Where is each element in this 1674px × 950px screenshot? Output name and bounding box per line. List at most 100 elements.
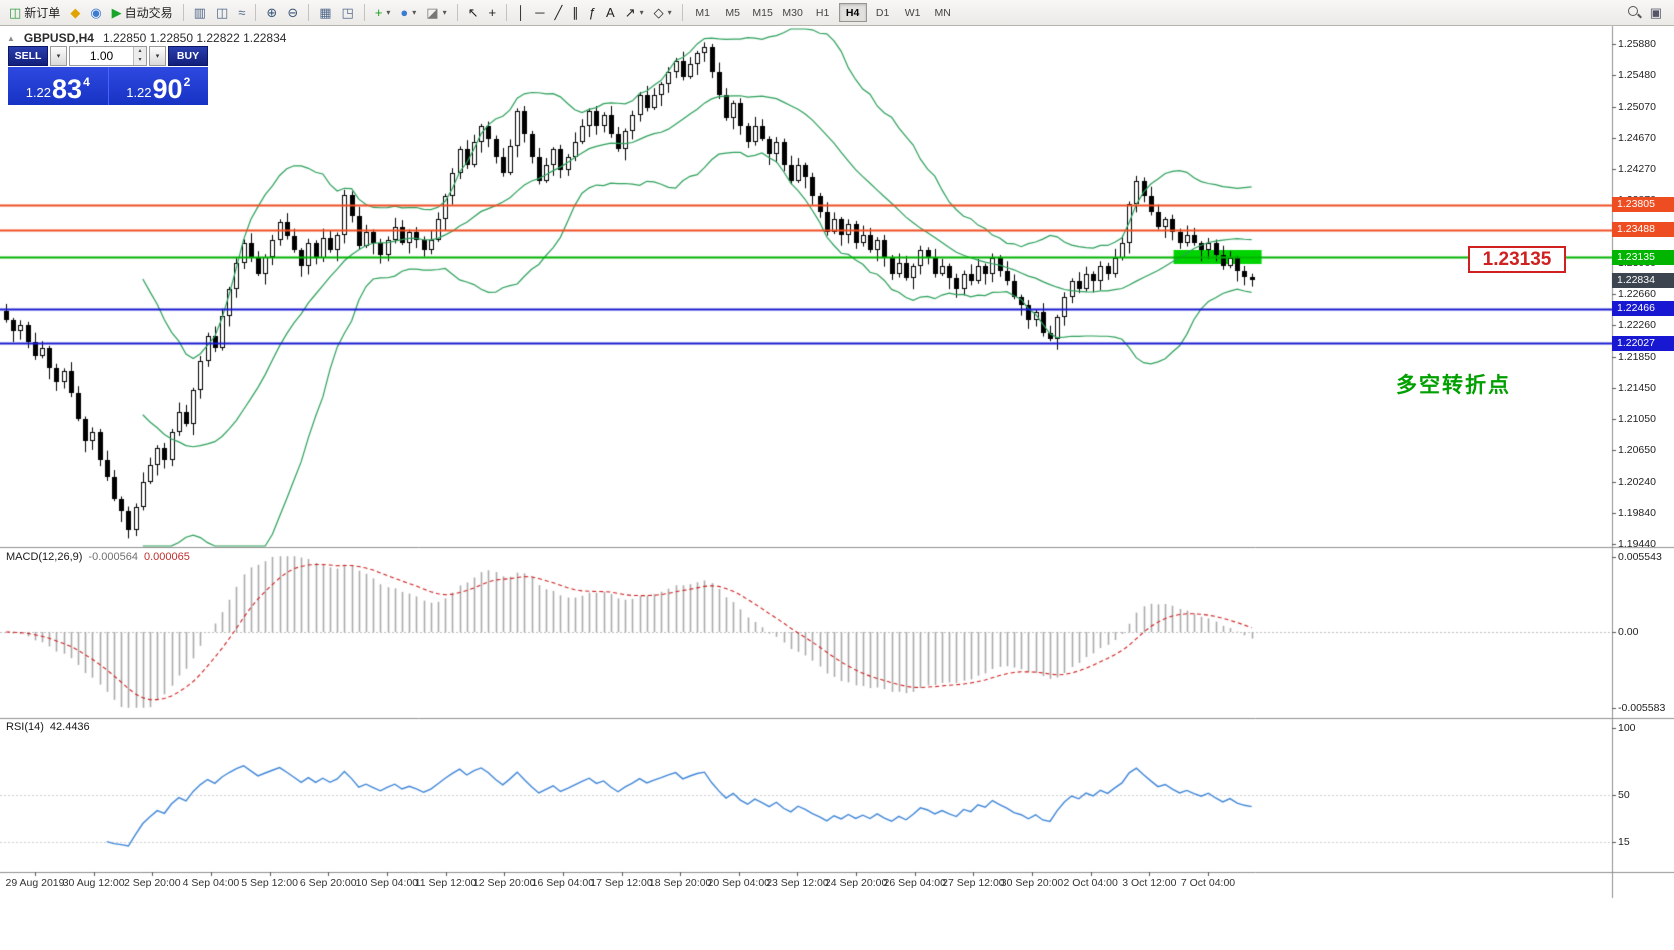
- timeframe-m30-button[interactable]: M30: [779, 3, 807, 22]
- fibonacci-button[interactable]: ƒ: [584, 2, 601, 24]
- toolbar-button-group: ◫ 新订单 ◆ ◉ ▶ 自动交易 ▥ ◫ ≈ ⊕ ⊖ ▦ ◳ + ▾ ● ▾ ◪ ▾ ↖ + │ ─ ╱ ∥ ƒ A ↗ ▾ ◇ ▾: [4, 2, 688, 24]
- candle-chart-button[interactable]: ◫: [211, 2, 233, 24]
- one-click-trading-panel: SELL ▾ 1.00 ▴ ▾ ▾ BUY 1.22 83 4 1.22 90 …: [8, 46, 208, 105]
- header-arrow-icon: ▲: [7, 33, 15, 43]
- dropdown-caret-icon: ▾: [412, 8, 417, 17]
- volume-up-icon[interactable]: ▴: [134, 47, 146, 56]
- shapes-button[interactable]: ◇ ▾: [649, 2, 677, 24]
- line-chart-icon: ≈: [238, 5, 246, 20]
- line-chart-button[interactable]: ≈: [233, 2, 250, 24]
- volume-value[interactable]: 1.00: [89, 49, 114, 63]
- add-indicator-button[interactable]: + ▾: [370, 2, 396, 24]
- toolbar-separator: [308, 4, 310, 21]
- buy-price[interactable]: 1.22 90 2: [108, 67, 208, 105]
- timeframe-h1-button[interactable]: H1: [809, 3, 837, 22]
- sell-price-sup: 4: [83, 75, 90, 89]
- turning-point-note[interactable]: 多空转折点: [1396, 374, 1511, 397]
- macd-indicator-label: MACD(12,26,9) -0.000564 0.000065: [6, 551, 190, 563]
- arrows-icon: ↗: [624, 5, 636, 20]
- volume-stepper[interactable]: ▴ ▾: [133, 47, 146, 65]
- search-button[interactable]: [1627, 5, 1642, 20]
- buy-options-dropdown[interactable]: ▾: [149, 46, 166, 66]
- bar-chart-button[interactable]: ▥: [189, 2, 211, 24]
- horizontal-line-button[interactable]: ─: [530, 2, 549, 24]
- toolbar-separator: [363, 4, 365, 21]
- chart-header: ▲ GBPUSD,H4 1.22850 1.22850 1.22822 1.22…: [7, 31, 286, 45]
- new-order-button[interactable]: ◫ 新订单: [4, 2, 65, 24]
- horizontal-line-icon: ─: [535, 5, 545, 20]
- sell-button[interactable]: SELL: [8, 46, 48, 66]
- dropdown-caret-icon: ▾: [639, 8, 644, 17]
- equidistant-channel-button[interactable]: ∥: [567, 2, 584, 24]
- arrows-button[interactable]: ↗ ▾: [620, 2, 649, 24]
- price-annotation[interactable]: 1.23135: [1468, 246, 1566, 273]
- timeframe-h4-button[interactable]: H4: [838, 3, 867, 22]
- dropdown-caret-icon: ▾: [442, 8, 447, 17]
- buy-price-big: 90: [152, 74, 183, 104]
- trendline-button[interactable]: ╱: [549, 2, 567, 24]
- autotrading-button-label: 自动交易: [124, 6, 173, 20]
- zoom-out-icon: ⊖: [287, 5, 299, 20]
- sell-options-dropdown[interactable]: ▾: [50, 46, 67, 66]
- windows-icon: ▣: [1649, 4, 1662, 20]
- toolbar-right-group: ▣: [1627, 5, 1670, 21]
- sell-price-prefix: 1.22: [25, 85, 52, 100]
- trendline-icon: ╱: [554, 5, 563, 20]
- vertical-line-button[interactable]: │: [512, 2, 530, 24]
- sell-price-big: 83: [52, 74, 83, 104]
- add-indicator-icon: +: [374, 5, 383, 20]
- rsi-indicator-label: RSI(14) 42.4436: [6, 721, 90, 733]
- objects-button[interactable]: ● ▾: [395, 2, 421, 24]
- timeframe-m1-button[interactable]: M1: [689, 3, 717, 22]
- objects-icon: ●: [400, 5, 409, 20]
- fibonacci-icon: ƒ: [588, 5, 597, 20]
- autotrading-button[interactable]: ▶ 自动交易: [107, 2, 178, 24]
- vertical-line-icon: │: [517, 5, 526, 20]
- toolbar-separator: [506, 4, 508, 21]
- new-order-button-label: 新订单: [24, 6, 61, 20]
- shapes-icon: ◇: [653, 5, 664, 20]
- timeframe-button-group: M1 M5 M15 M30 H1 H4 D1 W1 MN: [688, 3, 958, 22]
- timeframe-mn-button[interactable]: MN: [929, 3, 957, 22]
- buy-button[interactable]: BUY: [168, 46, 208, 66]
- new-order-icon: ◫: [9, 5, 22, 20]
- timeframe-w1-button[interactable]: W1: [899, 3, 927, 22]
- cursor-button[interactable]: ↖: [463, 2, 484, 24]
- equidistant-channel-icon: ∥: [572, 5, 579, 20]
- buy-price-prefix: 1.22: [126, 85, 152, 100]
- auto-arrange-button[interactable]: ◳: [337, 2, 359, 24]
- search-icon: [1627, 5, 1642, 20]
- alerts-button[interactable]: ◆: [65, 2, 85, 24]
- sell-price[interactable]: 1.22 83 4: [8, 67, 109, 105]
- macd-signal-value: 0.000065: [143, 551, 190, 563]
- tile-windows-icon: ▦: [319, 5, 332, 20]
- zoom-in-button[interactable]: ⊕: [261, 2, 282, 24]
- timeframe-m5-button[interactable]: M5: [719, 3, 747, 22]
- toolbar-separator: [182, 4, 184, 21]
- volume-field[interactable]: 1.00 ▴ ▾: [69, 46, 147, 66]
- text-button[interactable]: A: [601, 2, 620, 24]
- ohlc-values: 1.22850 1.22850 1.22822 1.22834: [102, 31, 287, 45]
- zoom-in-icon: ⊕: [266, 5, 278, 20]
- volume-down-icon[interactable]: ▾: [134, 56, 146, 65]
- alerts-icon: ◆: [70, 5, 81, 20]
- crosshair-button[interactable]: +: [484, 2, 502, 24]
- timeframe-d1-button[interactable]: D1: [869, 3, 897, 22]
- crosshair-icon: +: [488, 5, 497, 20]
- rsi-value: 42.4436: [49, 721, 90, 733]
- zoom-out-button[interactable]: ⊖: [282, 2, 303, 24]
- macd-name: MACD(12,26,9): [6, 551, 83, 563]
- trade-prices-row: 1.22 83 4 1.22 90 2: [8, 67, 208, 105]
- symbol-period-label: GBPUSD,H4: [23, 31, 94, 45]
- community-button[interactable]: ◉: [85, 2, 106, 24]
- buy-price-sup: 2: [183, 75, 191, 89]
- templates-icon: ◪: [426, 5, 439, 20]
- dropdown-caret-icon: ▾: [386, 8, 391, 17]
- timeframe-m15-button[interactable]: M15: [749, 3, 777, 22]
- toolbar-separator: [456, 4, 458, 21]
- macd-main-value: -0.000564: [88, 551, 138, 563]
- windows-button[interactable]: ▣: [1650, 5, 1662, 21]
- templates-button[interactable]: ◪ ▾: [421, 2, 451, 24]
- tile-windows-button[interactable]: ▦: [314, 2, 336, 24]
